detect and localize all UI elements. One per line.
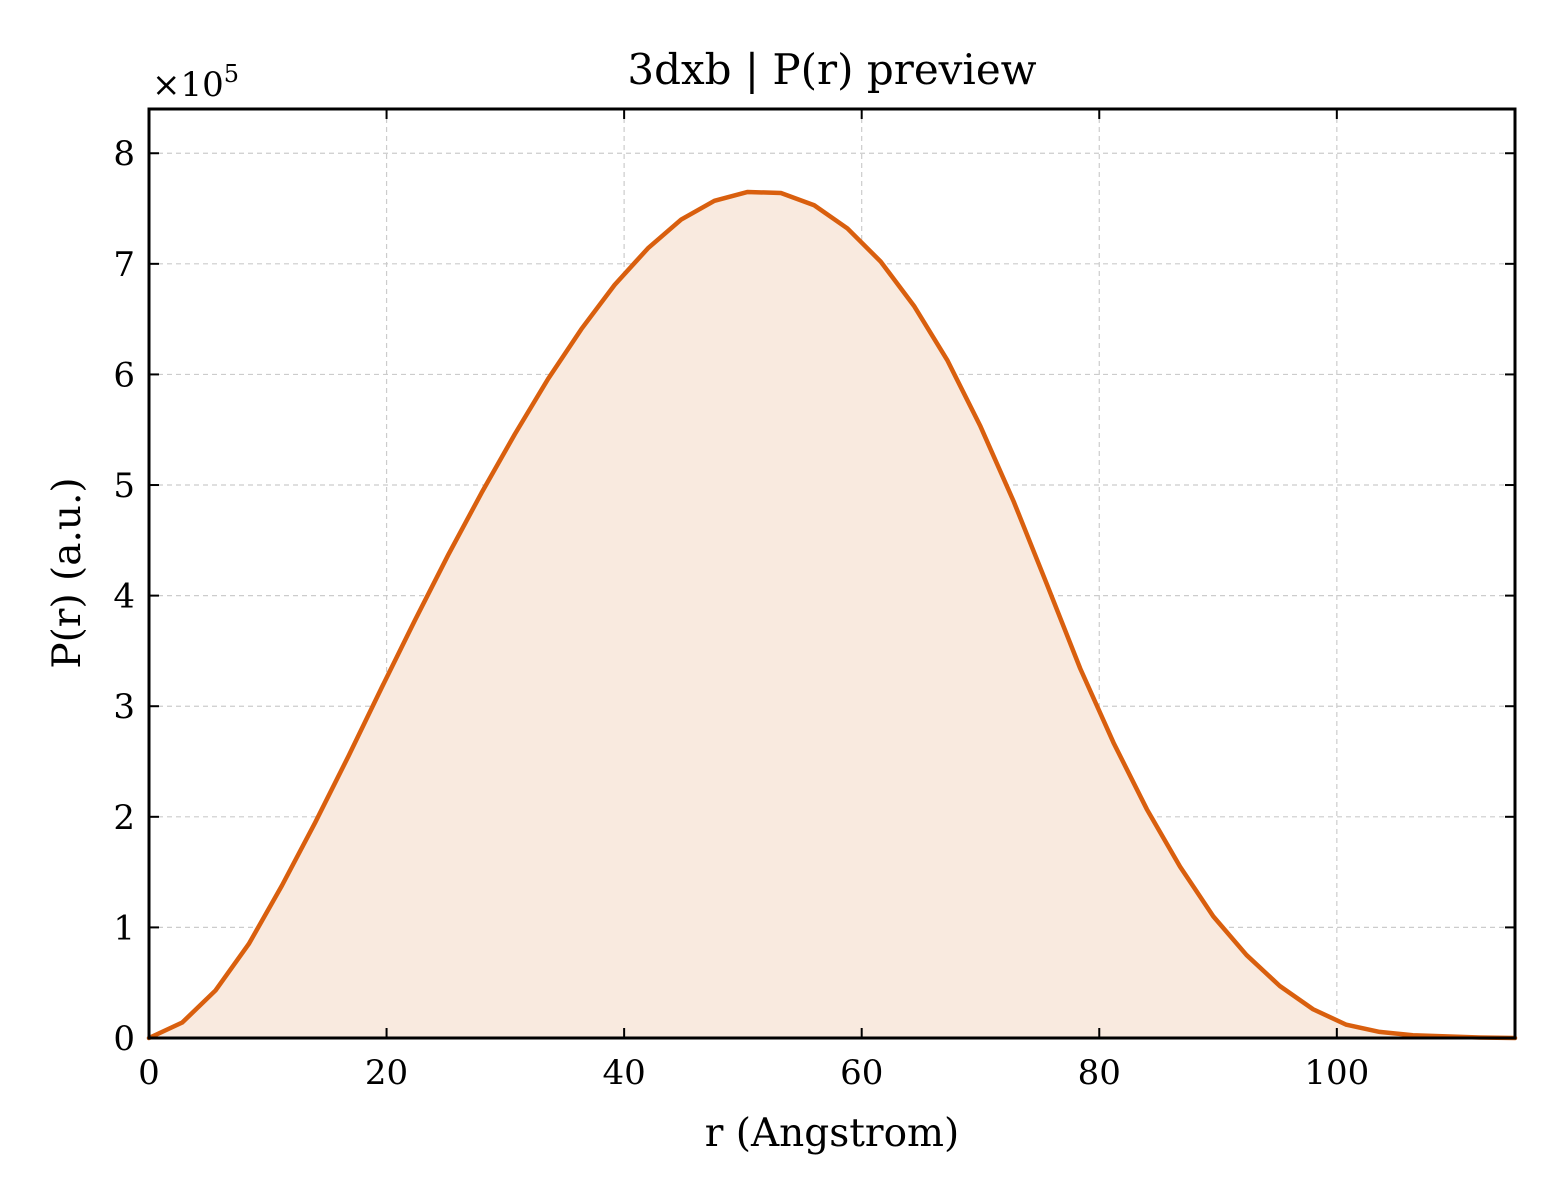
tick-labels: 0 20 40 60 80 100 0 1 2 3 4 5 6 7 8 (113, 134, 1369, 1093)
y-tick-label: 5 (113, 466, 135, 506)
x-tick-label: 60 (840, 1053, 883, 1093)
y-tick-label: 6 (113, 355, 135, 395)
y-tick-label: 7 (113, 245, 135, 285)
y-tick-label: 0 (113, 1019, 135, 1059)
series-line (146, 189, 1518, 1041)
x-tick-label: 100 (1304, 1053, 1369, 1093)
x-tick-label: 80 (1078, 1053, 1121, 1093)
y-offset-exponent: 5 (224, 60, 239, 88)
y-tick-label: 2 (113, 798, 135, 838)
plot-frame (147, 107, 1517, 1040)
y-offset-base: ×10 (152, 65, 224, 105)
tick-marks (148, 109, 1515, 1039)
x-axis-label: r (Angstrom) (705, 1111, 960, 1156)
y-axis-label: P(r) (a.u.) (45, 477, 90, 668)
y-tick-label: 1 (113, 908, 135, 948)
data-layer (146, 189, 1518, 1041)
y-offset-label: ×105 (152, 60, 239, 105)
series-area-fill (149, 191, 1515, 1038)
y-tick-label: 8 (113, 134, 135, 174)
y-tick-label: 4 (113, 577, 135, 617)
x-tick-label: 20 (365, 1053, 408, 1093)
chart-title: 3dxb | P(r) preview (627, 45, 1036, 94)
y-tick-label: 3 (113, 687, 135, 727)
x-tick-label: 40 (602, 1053, 645, 1093)
x-tick-label: 0 (138, 1053, 160, 1093)
